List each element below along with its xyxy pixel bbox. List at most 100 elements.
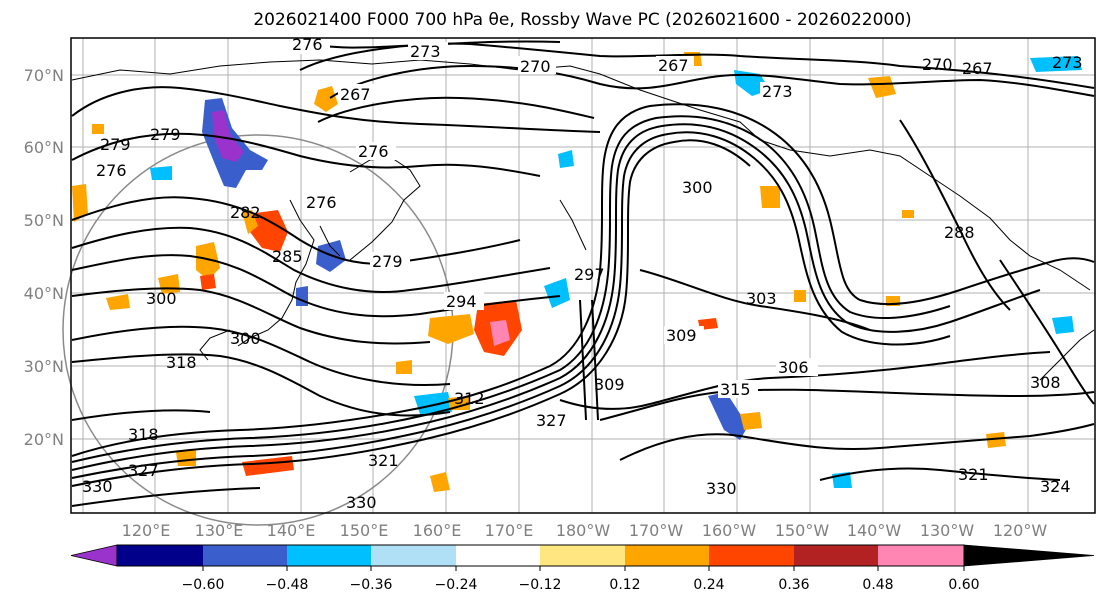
lon-label: 140°E [267,521,316,540]
contour-label: 294 [446,292,477,311]
contour-label: 276 [306,193,337,212]
contour-label-bg [656,56,694,74]
lat-label: 60°N [24,138,64,157]
contour-label: 308 [1030,373,1061,392]
contour-label: 279 [100,135,131,154]
colorbar-tick-label: −0.36 [350,577,393,593]
contour-label: 324 [1040,477,1071,496]
contour-labels: 276 273 270 267 267 270 267 273 273 279 … [82,35,1083,512]
lon-label: 130°E [195,521,244,540]
colorbar-swatch [878,545,964,566]
contour-label: 279 [372,252,403,271]
contour-label: 321 [368,451,399,470]
contour-label: 279 [150,125,181,144]
contour-label-bg [444,292,484,310]
contour-label: 309 [594,375,625,394]
colorbar-swatch [371,545,456,566]
contour-label: 276 [96,161,127,180]
contour-label: 270 [520,57,551,76]
lon-label: 170°W [629,521,684,540]
colorbar-tick-label: 0.24 [693,577,724,593]
contour-label: 309 [666,326,697,345]
contour-label: 315 [720,380,751,399]
latitude-labels: 70°N 60°N 50°N 40°N 30°N 20°N [24,66,64,449]
contour-label: 327 [536,411,567,430]
lon-label: 160°W [702,521,757,540]
contour-label: 300 [146,289,177,308]
contour-label: 306 [778,358,809,377]
contour-label-bg [760,82,800,100]
contour-label: 273 [762,82,793,101]
contour-label-bg [680,178,720,196]
colorbar-tick-label: 0.36 [778,577,809,593]
contour-label: 273 [1052,53,1083,72]
colorbar-tick-label: 0.12 [609,577,640,593]
contour-label-bg [518,56,556,74]
contour-label: 267 [962,59,993,78]
contour-label: 267 [658,56,689,75]
contour-label: 285 [272,247,303,266]
lat-label: 50°N [24,211,64,230]
lon-label: 160°E [413,521,462,540]
colorbar-extend-high [963,544,1095,567]
contour-label: 282 [230,203,261,222]
contour-label: 273 [410,42,441,61]
colorbar-swatch [709,545,794,566]
contour-label: 330 [82,477,113,496]
contour-label: 270 [922,55,953,74]
contour-label: 303 [746,289,777,308]
contour-label: 330 [706,479,737,498]
contour-label-bg [776,358,818,376]
lat-label: 40°N [24,284,64,303]
contour-label-bg [338,84,374,102]
lon-label: 170°E [485,521,534,540]
colorbar-swatch [625,545,709,566]
map-panel: 276 273 270 267 267 270 267 273 273 279 … [62,35,1096,526]
lon-label: 150°E [340,521,389,540]
lat-label: 30°N [24,357,64,376]
contour-label: 288 [944,223,975,242]
contour-label: 300 [230,329,261,348]
map-background [71,38,1095,513]
colorbar-tick-label: −0.12 [519,577,562,593]
colorbar-extend-low [70,544,118,567]
colorbar-swatch [287,545,371,566]
contour-label: 327 [128,461,159,480]
contour-label: 321 [958,465,989,484]
lon-label: 120°E [122,521,171,540]
map-frame [70,37,1096,514]
contour-label: 297 [574,265,605,284]
contour-label: 318 [128,425,159,444]
lat-label: 70°N [24,66,64,85]
contour-label-bg [664,326,704,344]
colorbar-swatch [117,545,203,566]
lon-label: 180°W [556,521,611,540]
contour-label: 312 [454,389,485,408]
lon-label: 120°W [993,521,1048,540]
colorbar-swatch [540,545,625,566]
colorbar-tick-label: −0.24 [435,577,478,593]
colorbar-tick-label: −0.60 [182,577,225,593]
colorbar-swatch [794,545,878,566]
colorbar-tick-label: 0.60 [948,577,979,593]
colorbar: −0.60 −0.48 −0.36 −0.24 −0.12 0.12 0.24 … [70,544,1095,593]
colorbar-tick-label: 0.48 [862,577,893,593]
contour-label: 300 [682,178,713,197]
contour-label: 330 [346,493,377,512]
colorbar-tick-label: −0.48 [266,577,309,593]
contour-label-bg [408,42,448,60]
contour-label: 276 [358,142,389,161]
longitude-labels: 120°E 130°E 140°E 150°E 160°E 170°E 180°… [122,521,1048,540]
contour-label: 318 [166,353,197,372]
graticule [71,38,1095,513]
colorbar-swatch [456,545,540,566]
lon-label: 140°W [847,521,902,540]
contour-label-bg [718,380,758,398]
contour-label: 276 [292,35,323,54]
lon-label: 150°W [775,521,830,540]
contour-label: 267 [340,85,371,104]
contour-label-bg [290,36,330,54]
contour-label-bg [356,142,396,160]
contour-label-bg [370,252,410,270]
